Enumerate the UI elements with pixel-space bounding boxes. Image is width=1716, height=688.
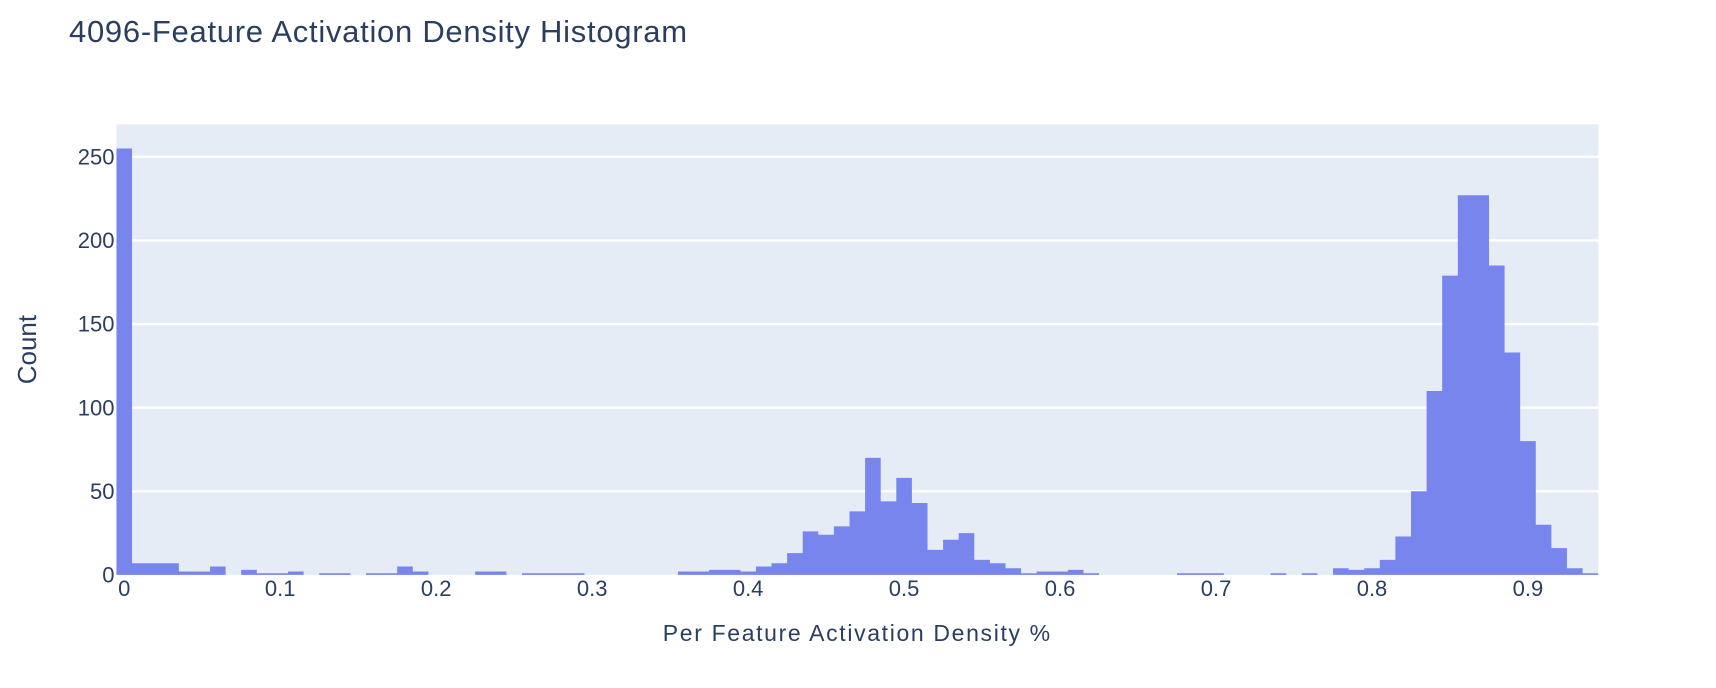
svg-text:0.9: 0.9 — [1513, 576, 1544, 601]
svg-text:0: 0 — [102, 563, 114, 588]
svg-text:150: 150 — [78, 312, 115, 337]
svg-text:4096-Feature Activation Densit: 4096-Feature Activation Density Histogra… — [69, 14, 688, 49]
svg-text:250: 250 — [78, 144, 115, 169]
svg-text:0: 0 — [118, 576, 130, 601]
svg-text:0.7: 0.7 — [1201, 576, 1232, 601]
svg-text:0.8: 0.8 — [1357, 576, 1388, 601]
svg-text:0.4: 0.4 — [733, 576, 764, 601]
svg-text:Count: Count — [12, 314, 42, 384]
svg-text:0.1: 0.1 — [265, 576, 296, 601]
svg-text:0.3: 0.3 — [577, 576, 608, 601]
svg-text:0.5: 0.5 — [889, 576, 920, 601]
svg-text:100: 100 — [78, 395, 115, 420]
svg-text:200: 200 — [78, 228, 115, 253]
svg-text:0.6: 0.6 — [1045, 576, 1076, 601]
svg-text:50: 50 — [90, 479, 114, 504]
svg-text:0.2: 0.2 — [421, 576, 452, 601]
svg-text:Per Feature Activation Density: Per Feature Activation Density % — [663, 620, 1052, 646]
